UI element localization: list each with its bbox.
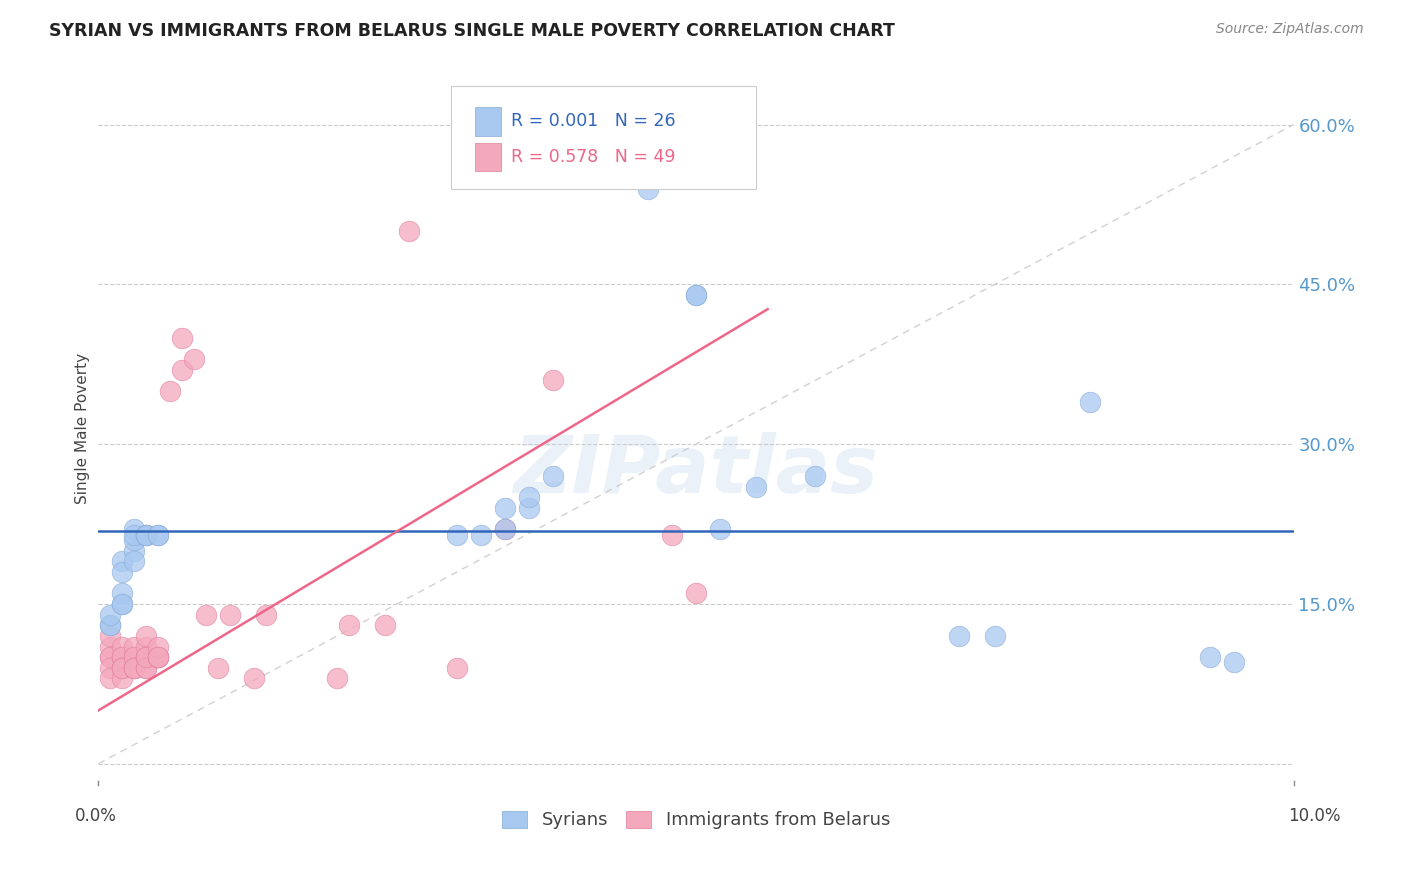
Point [124, 543, 146, 558]
Point [111, 597, 134, 611]
Point [254, 607, 277, 622]
Point [159, 384, 181, 398]
Point [172, 331, 194, 345]
Legend: Syrians, Immigrants from Belarus: Syrians, Immigrants from Belarus [495, 804, 897, 837]
Point [135, 650, 157, 665]
Point [804, 469, 827, 483]
Point [135, 650, 157, 665]
FancyBboxPatch shape [451, 86, 756, 189]
Point [148, 527, 170, 541]
Text: 10.0%: 10.0% [1288, 807, 1341, 825]
Point [135, 527, 157, 541]
Point [148, 527, 170, 541]
Point [243, 672, 266, 686]
Point [195, 607, 218, 622]
Point [446, 661, 468, 675]
Point [446, 527, 468, 541]
Point [685, 288, 707, 302]
Point [148, 650, 170, 665]
Text: R = 0.001   N = 26: R = 0.001 N = 26 [510, 112, 675, 130]
Point [98, 629, 122, 643]
Point [661, 527, 683, 541]
Point [98, 618, 122, 632]
Point [98, 650, 122, 665]
Point [148, 650, 170, 665]
Point [207, 661, 229, 675]
Point [135, 629, 157, 643]
Point [172, 362, 194, 376]
Point [98, 661, 122, 675]
Text: SYRIAN VS IMMIGRANTS FROM BELARUS SINGLE MALE POVERTY CORRELATION CHART: SYRIAN VS IMMIGRANTS FROM BELARUS SINGLE… [49, 22, 896, 40]
Point [135, 640, 157, 654]
Point [183, 351, 205, 366]
Point [685, 586, 707, 600]
Text: ZIPatlas: ZIPatlas [513, 432, 879, 510]
Point [111, 597, 134, 611]
Point [374, 618, 396, 632]
Point [111, 661, 134, 675]
Point [124, 650, 146, 665]
Bar [475, 107, 501, 136]
Point [111, 586, 134, 600]
Point [494, 501, 516, 516]
Point [124, 554, 146, 568]
Point [219, 607, 242, 622]
Y-axis label: Single Male Poverty: Single Male Poverty [75, 352, 90, 504]
Point [494, 522, 516, 536]
Point [517, 491, 540, 505]
Point [148, 650, 170, 665]
Point [517, 501, 540, 516]
Point [398, 224, 420, 238]
Point [98, 640, 122, 654]
Point [124, 661, 146, 675]
Point [148, 650, 170, 665]
Point [637, 181, 659, 195]
Point [98, 672, 122, 686]
Point [124, 522, 146, 536]
Point [124, 640, 146, 654]
Point [135, 650, 157, 665]
Point [135, 527, 157, 541]
Point [111, 640, 134, 654]
Point [339, 618, 361, 632]
Point [135, 661, 157, 675]
Point [135, 661, 157, 675]
Point [1223, 656, 1246, 670]
Point [98, 607, 122, 622]
Point [984, 629, 1007, 643]
Point [124, 650, 146, 665]
Point [124, 527, 146, 541]
Point [326, 672, 349, 686]
Point [541, 469, 564, 483]
Point [124, 661, 146, 675]
Point [745, 480, 768, 494]
Point [124, 533, 146, 547]
Point [494, 522, 516, 536]
Point [111, 672, 134, 686]
Point [111, 650, 134, 665]
Point [111, 554, 134, 568]
Point [124, 661, 146, 675]
Point [685, 288, 707, 302]
Bar [475, 143, 501, 171]
Point [111, 661, 134, 675]
Point [98, 618, 122, 632]
Point [111, 661, 134, 675]
Text: 0.0%: 0.0% [75, 807, 117, 825]
Point [948, 629, 970, 643]
Point [148, 640, 170, 654]
Point [135, 527, 157, 541]
Text: R = 0.578   N = 49: R = 0.578 N = 49 [510, 148, 675, 166]
Point [541, 373, 564, 387]
Point [111, 565, 134, 579]
Point [470, 527, 492, 541]
Point [1199, 650, 1222, 665]
Point [111, 650, 134, 665]
Point [709, 522, 731, 536]
Point [98, 650, 122, 665]
Text: Source: ZipAtlas.com: Source: ZipAtlas.com [1216, 22, 1364, 37]
Point [1080, 394, 1102, 409]
